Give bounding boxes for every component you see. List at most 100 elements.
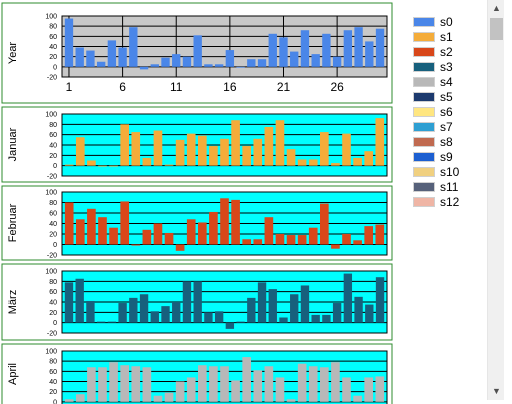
bar — [290, 294, 299, 323]
bar — [257, 59, 267, 67]
legend-swatch — [413, 17, 435, 27]
bar — [197, 135, 207, 166]
bar — [209, 211, 218, 245]
bar — [164, 232, 174, 245]
bar — [354, 27, 363, 67]
bar — [375, 277, 385, 323]
y-axis-title: Year — [7, 42, 19, 65]
bar — [308, 159, 318, 166]
bar — [231, 120, 240, 166]
bar — [308, 366, 318, 402]
bar — [175, 139, 185, 166]
y-tick-label: 0 — [53, 320, 57, 327]
legend-item-s3: s3 — [408, 60, 486, 74]
y-tick-label: 60 — [49, 132, 57, 139]
bar — [311, 54, 320, 67]
bar — [279, 317, 288, 323]
bar — [96, 61, 106, 67]
scroll-thumb[interactable] — [490, 18, 503, 40]
y-tick-label: 20 — [49, 153, 57, 160]
bar — [268, 33, 277, 67]
legend-item-s11: s11 — [408, 180, 486, 194]
bar — [342, 377, 351, 402]
bar — [86, 50, 95, 67]
bar — [331, 244, 340, 249]
bar — [279, 37, 288, 67]
bar — [98, 367, 107, 402]
bar — [375, 28, 385, 67]
bar — [172, 302, 181, 323]
y-tick-label: -20 — [47, 253, 57, 260]
bar — [164, 392, 174, 402]
bar — [375, 376, 385, 402]
bar — [342, 133, 351, 166]
bar — [75, 47, 84, 67]
legend-swatch — [413, 62, 435, 72]
bar — [332, 303, 342, 323]
y-tick-label: 20 — [49, 232, 57, 239]
legend-swatch — [413, 122, 435, 132]
bar — [164, 164, 174, 166]
scroll-up-arrow-icon[interactable]: ▲ — [492, 3, 501, 13]
bar — [120, 124, 129, 166]
bar — [300, 285, 310, 323]
bar — [161, 57, 170, 67]
vertical-scrollbar[interactable]: ▲ ▼ — [487, 0, 504, 400]
bar — [342, 234, 351, 245]
chart-panel-april: -20020406080100April — [1, 343, 393, 404]
bar — [87, 367, 96, 402]
y-tick-label: 20 — [49, 389, 57, 396]
y-tick-label: -20 — [47, 331, 57, 338]
bar — [120, 201, 129, 245]
bar — [236, 321, 245, 323]
bar — [98, 165, 107, 167]
bar — [64, 18, 74, 67]
bar — [297, 235, 307, 245]
bar — [96, 321, 106, 323]
y-tick-label: 0 — [53, 64, 57, 71]
bar — [197, 365, 207, 402]
bar — [182, 281, 192, 323]
bar — [175, 381, 185, 402]
bar — [297, 159, 307, 166]
bar — [193, 281, 202, 323]
y-tick-label: 60 — [49, 211, 57, 218]
bar — [275, 377, 285, 402]
bar — [129, 297, 138, 323]
bar — [98, 217, 107, 245]
bar — [320, 132, 329, 166]
bar — [64, 282, 74, 323]
bar — [247, 297, 256, 323]
bar — [225, 50, 235, 67]
y-tick-label: 80 — [49, 200, 57, 207]
legend: s0 s1 s2 s3 s4 s5 s6 s7 s8 s9 s10 s11 s1… — [408, 8, 486, 209]
bar — [182, 56, 192, 67]
bar — [354, 296, 363, 323]
y-tick-label: 0 — [53, 163, 57, 170]
y-tick-label: 80 — [49, 24, 57, 31]
y-tick-label: 60 — [49, 34, 57, 41]
y-tick-label: 60 — [49, 289, 57, 296]
y-tick-label: 60 — [49, 369, 57, 376]
legend-label: s8 — [440, 135, 453, 149]
x-tick-label: 16 — [223, 80, 237, 94]
y-tick-label: 100 — [45, 112, 57, 119]
legend-label: s10 — [440, 165, 460, 179]
bar — [286, 399, 296, 402]
x-tick-label: 11 — [170, 80, 183, 94]
legend-swatch — [413, 47, 435, 57]
bar — [109, 362, 118, 402]
bar — [320, 203, 329, 245]
y-tick-label: 0 — [53, 399, 57, 404]
legend-item-s5: s5 — [408, 90, 486, 104]
scroll-down-arrow-icon[interactable]: ▼ — [492, 386, 501, 396]
legend-label: s5 — [440, 90, 453, 104]
bar — [290, 51, 299, 67]
legend-label: s0 — [440, 15, 453, 29]
bar — [131, 244, 141, 246]
y-tick-label: 100 — [45, 190, 57, 197]
y-tick-label: 0 — [53, 242, 57, 249]
bar — [129, 27, 138, 67]
bar — [131, 132, 141, 166]
